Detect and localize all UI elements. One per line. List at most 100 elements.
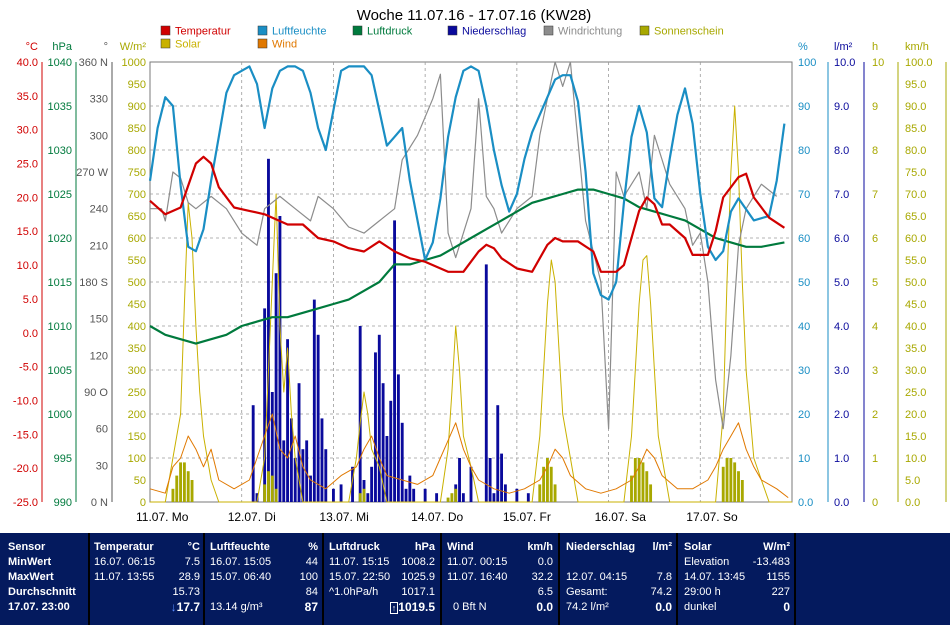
rain-bar (366, 493, 370, 502)
axis-tick-label: 30 (96, 460, 108, 472)
press-unit: hPa (414, 541, 435, 553)
axis-tick-label: 1025 (48, 189, 72, 201)
rain-bar (267, 158, 270, 503)
axis-tick-label: 50.0 (905, 277, 926, 289)
axis-tick-label: -5.0 (19, 362, 38, 374)
axis-tick-label: 1040 (48, 57, 72, 69)
sunshine-bar (721, 466, 725, 502)
axis-tick-label: 200 (128, 409, 146, 421)
axis-tick-label: 50 (134, 475, 146, 487)
hum-min-value: 44 (305, 556, 318, 568)
temp-unit: °C (187, 541, 200, 553)
solar-elevation-value: -13.483 (752, 556, 790, 568)
rain-bar (496, 405, 500, 502)
rain-bar (301, 449, 305, 502)
axis-unit: % (798, 41, 808, 53)
rain-sum: 74.2 l/m² (566, 601, 609, 613)
wind-unit: km/h (527, 541, 553, 553)
press-head: Luftdruck (329, 541, 380, 553)
axis-unit: km/h (905, 41, 929, 53)
axes: °C40.035.030.025.020.015.010.05.00.0-5.0… (13, 41, 947, 509)
x-tick-label: 12.07. Di (228, 510, 276, 524)
rain-unit: l/m² (652, 541, 672, 553)
arrow-down-icon: ↓ (170, 600, 177, 614)
legend-label: Temperatur (175, 26, 231, 38)
rain-bar (274, 273, 278, 502)
axis-tick-label: -20.0 (13, 463, 38, 475)
sunshine-bar (649, 484, 653, 502)
chart-marks (148, 61, 792, 503)
rain-bar (488, 458, 492, 502)
axis-tick-label: 1030 (48, 145, 72, 157)
rain-bar (389, 400, 393, 502)
sunshine-bar (179, 462, 183, 502)
axis-tick-label: 300 (90, 130, 108, 142)
pressure-column: Luftdruck hPa 11.07. 15:15 1008.2 15.07. 2… (329, 539, 435, 619)
axis-tick-label: 350 (128, 343, 146, 355)
axis-tick-label: 180 S (79, 277, 108, 289)
rain-bar (351, 466, 354, 502)
axis-tick-label: 2.0 (834, 409, 849, 421)
rain-bar (297, 383, 301, 502)
hum-max-value: 100 (299, 571, 318, 583)
axis-tick-label: -15.0 (13, 429, 38, 441)
axis-tick-label: 10 (872, 57, 884, 69)
legend-label: Windrichtung (558, 26, 622, 38)
rain-bar (289, 418, 293, 502)
sunshine-bar (538, 484, 542, 502)
axis-unit: W/m² (120, 41, 147, 53)
axis-tick-label: 60.0 (905, 233, 926, 245)
sensor-column: Sensor MinWert MaxWert Durchschnitt 17.0… (8, 539, 86, 619)
legend-swatch (543, 25, 554, 36)
axis-tick-label: -25.0 (13, 497, 38, 509)
sunshine-bar (270, 475, 274, 502)
x-tick-label: 15.07. Fr (503, 510, 551, 524)
axis-tick-label: 5 (872, 277, 878, 289)
axis-tick-label: 1000 (122, 57, 146, 69)
rain-bar (404, 488, 408, 502)
press-current-value: 1019.5 (398, 600, 435, 614)
legend-label: Niederschlag (462, 26, 526, 38)
axis-tick-label: 120 (90, 350, 108, 362)
axis-tick-label: 100 (798, 57, 816, 69)
solar-max-value: 1155 (766, 571, 790, 583)
wind-avg-value: 6.5 (537, 586, 553, 598)
wind-beaufort: 0 Bft N (453, 601, 487, 613)
arrow-up-icon: ↑ (389, 602, 399, 614)
axis-tick-label: 8 (872, 145, 878, 157)
x-axis-labels: 11.07. Mo 12.07. Di 13.07. Mi 14.07. Do 15.0… (136, 510, 738, 524)
rain-column: Niederschlag l/m² 12.07. 04:15 7.8 Gesamt:… (566, 539, 672, 619)
max-label: MaxWert (8, 571, 54, 583)
rain-bar (400, 422, 404, 502)
axis-tick-label: 270 W (76, 167, 108, 179)
solar-avg-value: 227 (771, 586, 790, 598)
legend-swatch (160, 25, 171, 36)
axis-tick-label: 10.0 (834, 57, 855, 69)
luftdruck-line (149, 188, 785, 345)
axis-tick-label: 80 (798, 145, 810, 157)
axis-tick-label: 450 (128, 299, 146, 311)
sunshine-bar (637, 458, 641, 502)
legend-label: Wind (272, 39, 297, 51)
press-max-value: 1025.9 (401, 571, 435, 583)
axis-tick-label: 20 (798, 409, 810, 421)
legend-swatch (352, 25, 363, 36)
hum-min-time: 16.07. 15:05 (210, 556, 272, 568)
rain-bar (393, 220, 397, 502)
axis-tick-label: 2 (872, 409, 878, 421)
rain-bar (385, 436, 389, 502)
rain-bar (484, 264, 488, 502)
axis-tick-label: 150 (128, 431, 146, 443)
x-tick-label: 17.07. So (686, 510, 738, 524)
rain-bar (324, 449, 328, 502)
wind-current-value: 0.0 (536, 600, 553, 614)
separator (794, 533, 796, 625)
axis-tick-label: 70 (798, 189, 810, 201)
rain-bar (320, 418, 324, 502)
axis-tick-label: -10.0 (13, 395, 38, 407)
axis-tick-label: 35.0 (905, 343, 926, 355)
axis-tick-label: 5.0 (23, 294, 38, 306)
axis-tick-label: 0.0 (834, 497, 849, 509)
axis-tick-label: 45.0 (905, 299, 926, 311)
sunshine-bar (450, 493, 454, 502)
